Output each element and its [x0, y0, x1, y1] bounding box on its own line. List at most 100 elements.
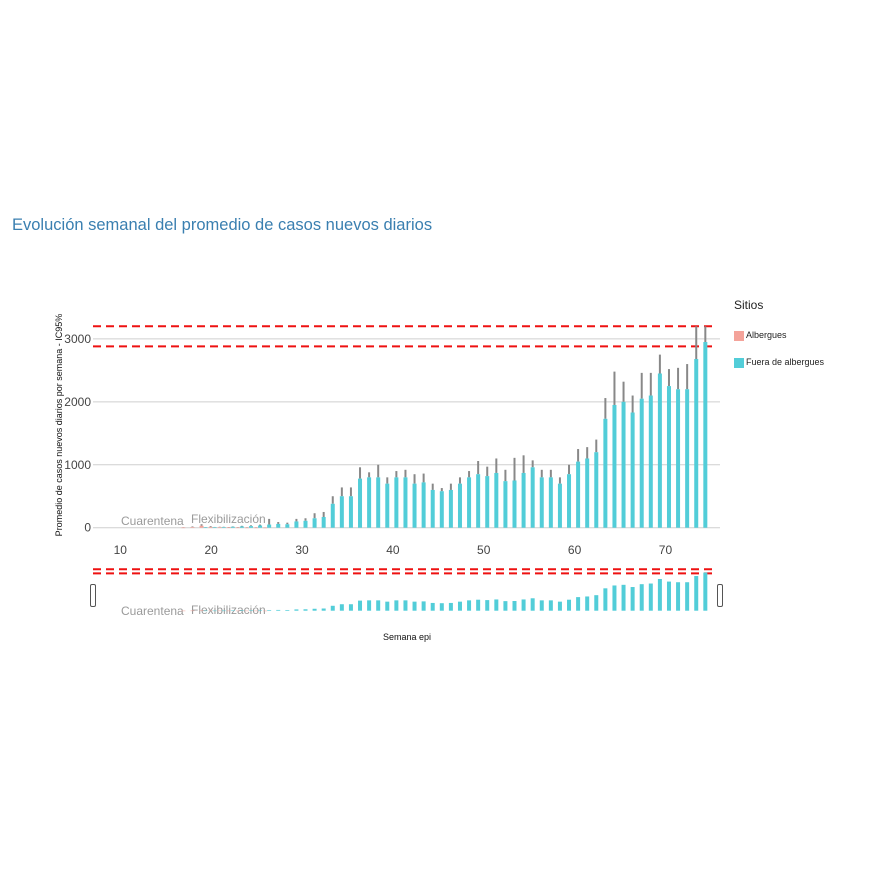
- bar: [267, 524, 272, 528]
- mini-bar: [576, 597, 581, 611]
- mini-bar: [612, 585, 617, 611]
- legend-label: Fuera de albergues: [746, 357, 825, 367]
- mini-bar: [403, 600, 408, 611]
- bar: [403, 477, 408, 528]
- y-tick-label: 3000: [64, 332, 91, 346]
- error-bars: [182, 326, 707, 528]
- bar: [321, 517, 326, 528]
- bar: [585, 458, 590, 528]
- bar: [330, 503, 335, 528]
- bar: [448, 489, 453, 528]
- legend-swatch-albergues: [734, 331, 744, 341]
- mini-bar: [703, 572, 708, 611]
- mini-bar: [276, 609, 281, 611]
- bar: [230, 526, 235, 528]
- mini-bar: [248, 610, 253, 611]
- x-tick-label: 30: [295, 543, 309, 557]
- legend: Sitios Albergues Fuera de albergues: [734, 298, 824, 368]
- mini-bar: [485, 600, 490, 611]
- bar: [694, 359, 699, 528]
- bar: [576, 461, 581, 528]
- mini-bar: [621, 584, 626, 611]
- mini-bar: [321, 608, 326, 611]
- mini-bar: [285, 609, 290, 611]
- bar: [212, 527, 217, 528]
- bar: [235, 527, 240, 529]
- mini-bar: [657, 579, 662, 611]
- bar: [312, 518, 317, 528]
- range-handle-left[interactable]: [90, 584, 96, 607]
- x-tick-label: 60: [568, 543, 582, 557]
- mini-bar: [267, 610, 272, 611]
- bar: [494, 472, 499, 528]
- x-tick-label: 20: [204, 543, 218, 557]
- bar: [457, 483, 462, 528]
- bar: [385, 483, 390, 528]
- mini-bar: [412, 601, 417, 611]
- bar: [181, 527, 186, 529]
- bar: [676, 389, 681, 528]
- x-tick-label: 70: [659, 543, 673, 557]
- bar: [367, 477, 372, 528]
- x-tick-labels: 10 20 30 40 50 60 70: [114, 543, 673, 557]
- mini-bar: [258, 610, 263, 611]
- bar: [521, 472, 526, 528]
- mini-bar: [685, 582, 690, 611]
- bar: [348, 496, 353, 528]
- phase-annotations: Cuarentena Cuarentena Flexibilización Flexi…: [121, 512, 266, 618]
- mini-bar: [330, 605, 335, 611]
- mini-bar: [348, 604, 353, 611]
- legend-item-fuera-de-albergues[interactable]: Fuera de albergues: [734, 357, 825, 368]
- mini-bar: [339, 604, 344, 611]
- legend-item-albergues[interactable]: Albergues: [734, 330, 787, 341]
- bar: [512, 480, 517, 528]
- bar: [244, 527, 249, 529]
- mini-bar: [212, 610, 217, 612]
- bars: [181, 342, 708, 529]
- bar: [376, 477, 381, 528]
- bar: [254, 527, 259, 529]
- bar: [603, 418, 608, 528]
- mini-bar: [430, 602, 435, 611]
- mini-bar: [530, 598, 535, 611]
- x-tick-label: 50: [477, 543, 491, 557]
- mini-bar: [539, 600, 544, 611]
- mini-bar: [694, 576, 699, 611]
- mini-bar: [199, 610, 204, 611]
- mini-bar: [376, 600, 381, 611]
- bar: [358, 478, 363, 528]
- mini-bar: [648, 583, 653, 611]
- mini-bar: [394, 600, 399, 611]
- x-tick-label: 10: [114, 543, 128, 557]
- mini-bar: [603, 588, 608, 611]
- legend-title: Sitios: [734, 298, 764, 312]
- mini-bar: [439, 603, 444, 611]
- mini-bar: [217, 610, 222, 612]
- mini-bar: [367, 600, 372, 611]
- bar: [594, 452, 599, 528]
- bar: [294, 521, 299, 528]
- mini-bar: [312, 608, 317, 611]
- mini-bar: [567, 599, 572, 611]
- bar: [303, 520, 308, 528]
- mini-bar: [557, 601, 562, 611]
- bar: [339, 496, 344, 528]
- mini-bar: [235, 610, 240, 612]
- mini-bar: [181, 610, 186, 612]
- bar: [485, 476, 490, 528]
- range-slider: [93, 568, 712, 612]
- bar: [467, 477, 472, 528]
- mini-bar: [358, 600, 363, 611]
- mini-bar: [503, 601, 508, 611]
- mini-bar: [676, 582, 681, 611]
- bar: [439, 491, 444, 528]
- bar: [666, 386, 671, 528]
- mini-bar: [521, 599, 526, 611]
- mini-bar: [476, 599, 481, 611]
- range-handle-right[interactable]: [717, 584, 723, 607]
- legend-swatch-fuera: [734, 358, 744, 368]
- mini-bar: [203, 610, 208, 612]
- bar: [548, 477, 553, 528]
- bar: [648, 395, 653, 528]
